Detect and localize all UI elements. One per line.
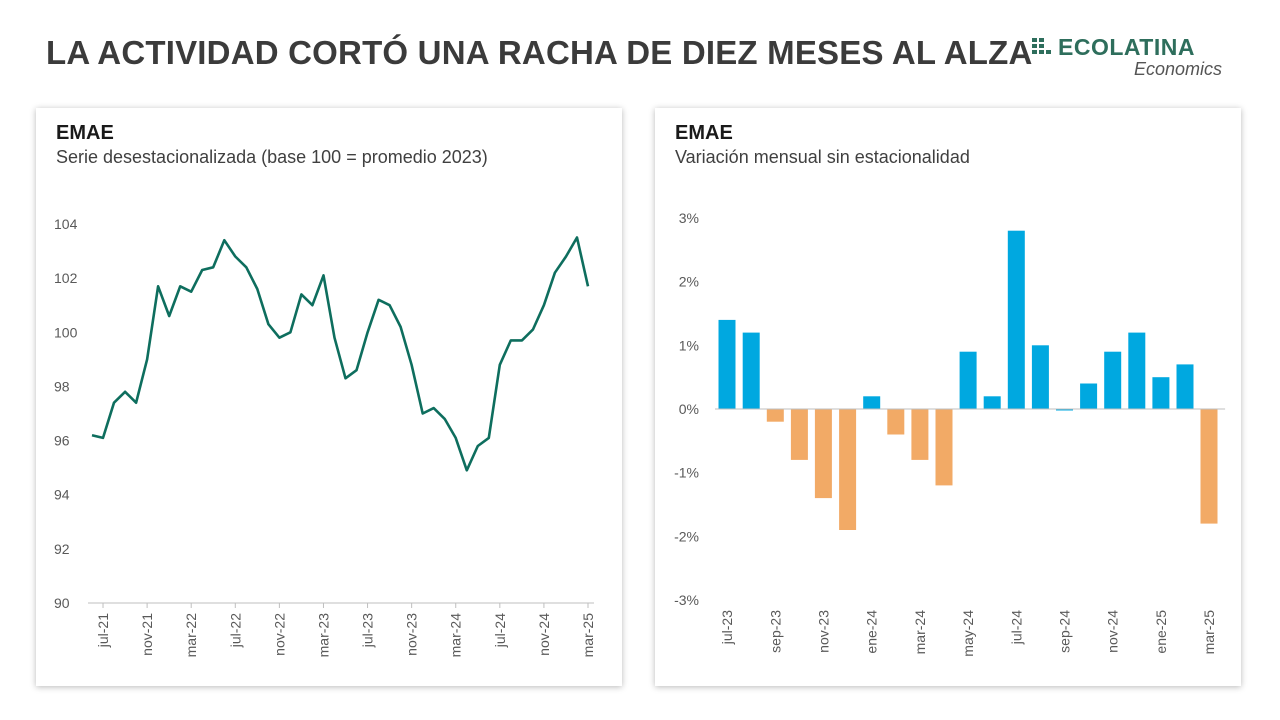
x-tick-label: mar-25 [580, 613, 596, 658]
y-tick-label: 104 [54, 216, 78, 232]
x-tick-label: mar-23 [315, 613, 331, 658]
left-chart-title: EMAE [56, 122, 114, 144]
bar-feb-24 [887, 409, 905, 435]
left-chart-subtitle: Serie desestacionalizada (base 100 = pro… [56, 147, 488, 167]
bar-ene-25 [1152, 377, 1170, 409]
x-tick-label: nov-23 [404, 613, 420, 656]
x-tick-label: nov-21 [139, 613, 155, 656]
y-tick-label: 100 [54, 324, 78, 340]
right-chart-subtitle: Variación mensual sin estacionalidad [675, 147, 970, 167]
logo-subtitle: Economics [1133, 59, 1222, 79]
right-chart-title: EMAE [675, 122, 733, 144]
bar-sep-24 [1056, 409, 1073, 411]
x-tick-label: mar-22 [183, 613, 199, 658]
bar-feb-25 [1176, 364, 1194, 409]
y-tick-label: 1% [679, 337, 699, 353]
bar-nov-24 [1104, 351, 1122, 409]
y-tick-label: -2% [674, 528, 699, 544]
y-tick-label: -3% [674, 592, 699, 608]
x-tick-label: mar-25 [1201, 610, 1217, 655]
x-tick-label: jul-24 [1008, 610, 1024, 645]
bar-ene-24 [863, 396, 881, 409]
x-tick-label: jul-23 [719, 610, 735, 645]
emae-bar-chart: -3% -2% -1% 0% 1% 2% 3% jul-23 sep-23 nov-23 ene-2… [674, 210, 1226, 657]
y-tick-label: 94 [54, 487, 70, 503]
y-tick-label: 90 [54, 595, 70, 611]
x-tick-label: nov-22 [271, 613, 287, 656]
bar-jul-23 [718, 319, 736, 409]
bar-mar-25 [1200, 409, 1218, 524]
y-tick-label: 2% [679, 274, 699, 290]
emae-line-chart: 90 92 94 96 98 100 102 104 jul-21 nov-21 mar-22 jul… [54, 216, 596, 658]
y-tick-label: -1% [674, 465, 699, 481]
x-tick-label: sep-23 [767, 610, 783, 653]
emae-series-line [91, 236, 590, 472]
bar-sep-23 [766, 409, 784, 422]
y-tick-label: 3% [679, 210, 699, 226]
bar-mar-24 [911, 409, 929, 460]
bar-abr-24 [935, 409, 953, 486]
y-tick-label: 96 [54, 433, 70, 449]
x-tick-label: mar-24 [912, 610, 928, 655]
bar-ago-24 [1031, 345, 1049, 409]
y-tick-label: 92 [54, 541, 70, 557]
x-tick-label: nov-23 [815, 610, 831, 653]
x-tick-label: nov-24 [536, 613, 552, 656]
logo-grid-icon [1032, 38, 1054, 56]
x-tick-label: jul-22 [227, 613, 243, 648]
bar-dic-23 [839, 409, 857, 530]
bar-jul-24 [1007, 230, 1025, 409]
y-tick-label: 0% [679, 401, 699, 417]
logo-name: ECOLATINA [1058, 34, 1195, 60]
x-tick-label: jul-21 [95, 613, 111, 648]
x-tick-label: sep-24 [1056, 610, 1072, 653]
x-tick-label: jul-24 [492, 613, 508, 648]
x-tick-label: jul-23 [360, 613, 376, 648]
x-tick-label: may-24 [960, 610, 976, 657]
emae-level-panel: EMAE Serie desestacionalizada (base 100 … [36, 108, 622, 686]
bar-nov-23 [814, 409, 832, 499]
ecolatina-logo: ECOLATINA Economics [1032, 34, 1222, 82]
bar-jun-24 [983, 396, 1001, 409]
bar-may-24 [959, 351, 977, 409]
bar-ago-23 [742, 332, 760, 409]
x-tick-label: mar-24 [448, 613, 464, 658]
main-title: LA ACTIVIDAD CORTÓ UNA RACHA DE DIEZ MES… [46, 34, 1033, 71]
y-tick-label: 98 [54, 378, 70, 394]
bar-oct-24 [1080, 383, 1098, 409]
y-tick-label: 102 [54, 270, 78, 286]
x-tick-label: ene-24 [864, 610, 880, 654]
x-tick-label: ene-25 [1153, 610, 1169, 654]
bar-oct-23 [790, 409, 808, 460]
emae-variation-panel: EMAE Variación mensual sin estacionalida… [655, 108, 1241, 686]
bar-dic-24 [1128, 332, 1146, 409]
x-tick-label: nov-24 [1105, 610, 1121, 653]
